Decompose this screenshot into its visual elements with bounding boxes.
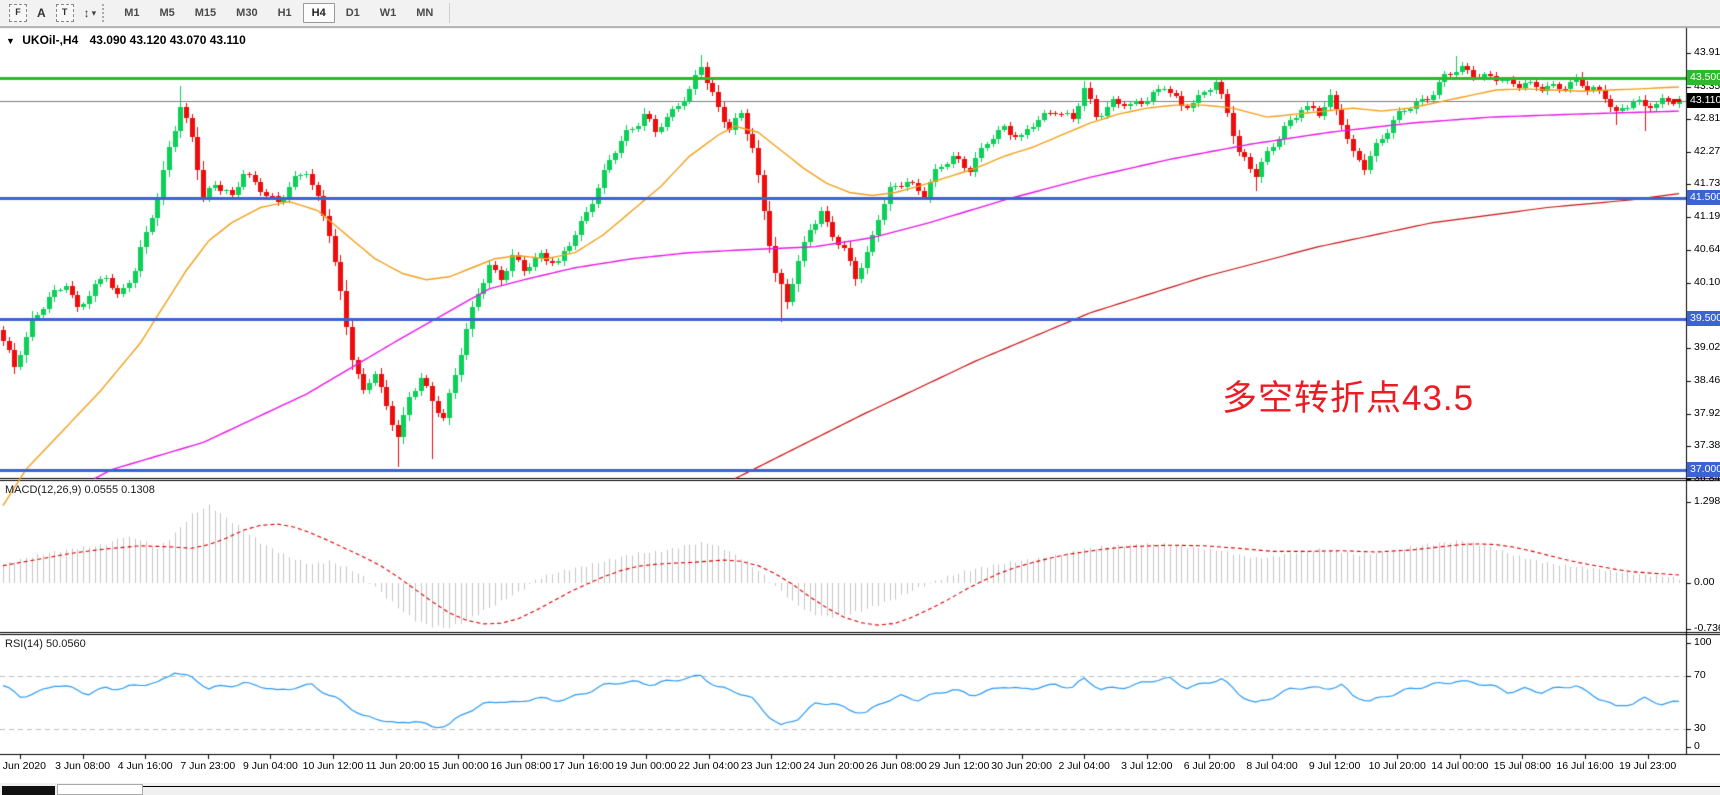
time-axis-label: 29 Jun 12:00 xyxy=(928,760,990,772)
macd-axis-label: -0.7362 xyxy=(1694,621,1720,634)
text-box-icon[interactable]: T xyxy=(55,4,74,22)
price-axis-label: 37.385 xyxy=(1694,439,1720,452)
timeframe-m30-button[interactable]: M30 xyxy=(227,3,266,23)
price-axis-label: 43.910 xyxy=(1694,46,1720,59)
time-axis-label: 9 Jun 04:00 xyxy=(242,760,298,772)
timeframe-h1-button[interactable]: H1 xyxy=(269,3,301,23)
time-axis-label: 3 Jul 12:00 xyxy=(1121,760,1173,772)
text-label-icon[interactable]: A xyxy=(37,6,46,20)
crosshair-arrows-icon[interactable]: ↕ xyxy=(83,6,90,20)
toolbar-separator xyxy=(449,3,451,23)
dropdown-caret-icon[interactable]: ▾ xyxy=(91,7,97,18)
price-axis-label: 40.640 xyxy=(1694,243,1720,256)
time-axis-label: 2 Jun 2020 xyxy=(0,760,46,772)
time-axis-label: 3 Jun 08:00 xyxy=(55,760,111,772)
symbol-name: UKOil-,H4 xyxy=(22,33,79,47)
time-axis-label: 23 Jun 12:00 xyxy=(740,760,802,772)
time-axis-label: 26 Jun 08:00 xyxy=(866,760,927,772)
time-axis-label: 15 Jul 08:00 xyxy=(1493,760,1551,772)
time-axis-label: 19 Jul 23:00 xyxy=(1618,760,1677,772)
time-axis-label: 8 Jul 04:00 xyxy=(1246,760,1298,772)
macd-axis-label: 1.2985 xyxy=(1694,495,1720,508)
macd-indicator-label: MACD(12,26,9) 0.0555 0.1308 xyxy=(5,484,155,496)
time-axis-label: 2 Jul 04:00 xyxy=(1058,760,1110,772)
time-axis-label: 7 Jun 23:00 xyxy=(180,760,236,772)
price-axis-label: 41.195 xyxy=(1694,209,1720,222)
template-frame-icon[interactable]: F xyxy=(9,4,27,22)
time-axis-label: 15 Jun 00:00 xyxy=(427,760,489,772)
time-axis-label: 17 Jun 16:00 xyxy=(553,760,614,772)
timeframe-h4-button[interactable]: H4 xyxy=(302,3,335,23)
price-axis-label: 37.925 xyxy=(1694,406,1720,419)
time-axis-label: 24 Jun 20:00 xyxy=(803,760,865,772)
symbol-title: ▼ UKOil-,H4 43.090 43.120 43.070 43.110 xyxy=(6,33,246,47)
time-axis-label: 10 Jul 20:00 xyxy=(1368,760,1426,772)
time-axis-label: 19 Jun 00:00 xyxy=(615,760,677,772)
chart-annotation-text: 多空转折点43.5 xyxy=(1222,379,1475,418)
rsi-axis-label: 70 xyxy=(1694,669,1706,681)
symbol-ohlc-values: 43.090 43.120 43.070 43.110 xyxy=(89,33,246,47)
timeframe-w1-button[interactable]: W1 xyxy=(371,3,406,23)
time-axis-label: 22 Jun 04:00 xyxy=(678,760,739,772)
timeframe-m15-button[interactable]: M15 xyxy=(186,3,225,23)
price-level-badge: 43.110 xyxy=(1687,93,1720,108)
price-level-badge: 37.000 xyxy=(1687,462,1720,477)
price-level-badge: 43.500 xyxy=(1687,70,1720,85)
time-axis-label: 10 Jun 12:00 xyxy=(302,760,364,772)
rsi-indicator-label: RSI(14) 50.0560 xyxy=(5,638,86,650)
symbol-collapse-arrow-icon[interactable]: ▼ xyxy=(6,36,15,46)
rsi-axis-label: 30 xyxy=(1694,722,1706,734)
timeframe-m5-button[interactable]: M5 xyxy=(150,3,183,23)
toolbar-grip[interactable] xyxy=(102,4,108,22)
rsi-axis-label: 0 xyxy=(1694,740,1700,752)
time-axis-label: 30 Jun 20:00 xyxy=(991,760,1052,772)
time-axis-label: 16 Jun 08:00 xyxy=(490,760,552,772)
price-level-badge: 39.500 xyxy=(1687,311,1720,326)
price-axis-label: 39.020 xyxy=(1694,340,1720,353)
time-axis-label: 9 Jul 12:00 xyxy=(1308,760,1361,772)
chart-toolbar: F A T ↕ ▾ M1 M5 M15 M30 H1 H4 D1 W1 MN xyxy=(0,0,1720,27)
time-axis-label: 4 Jun 16:00 xyxy=(117,760,173,772)
timeframe-mn-button[interactable]: MN xyxy=(407,3,442,23)
price-level-badge: 41.500 xyxy=(1687,190,1720,205)
price-axis-label: 42.815 xyxy=(1694,112,1720,125)
tabbar-light-segment[interactable] xyxy=(57,784,143,795)
tabbar-dark-segment[interactable] xyxy=(2,786,55,795)
price-axis-label: 42.275 xyxy=(1694,144,1720,157)
timeframe-d1-button[interactable]: D1 xyxy=(337,3,369,23)
price-axis-label: 41.735 xyxy=(1694,177,1720,190)
macd-axis-label: 0.00 xyxy=(1694,576,1715,588)
time-axis-label: 6 Jul 20:00 xyxy=(1183,760,1236,772)
price-axis-label: 38.465 xyxy=(1694,374,1720,387)
rsi-axis-label: 100 xyxy=(1694,636,1712,648)
time-axis-label: 14 Jul 00:00 xyxy=(1431,760,1489,772)
price-axis-label: 40.100 xyxy=(1694,275,1720,288)
time-axis-label: 11 Jun 20:00 xyxy=(365,760,426,772)
timeframe-m1-button[interactable]: M1 xyxy=(115,3,148,23)
bottom-tabbar-edge xyxy=(0,783,1720,795)
time-axis-label: 16 Jul 16:00 xyxy=(1556,760,1614,772)
tabbar-hairline xyxy=(143,786,1720,787)
